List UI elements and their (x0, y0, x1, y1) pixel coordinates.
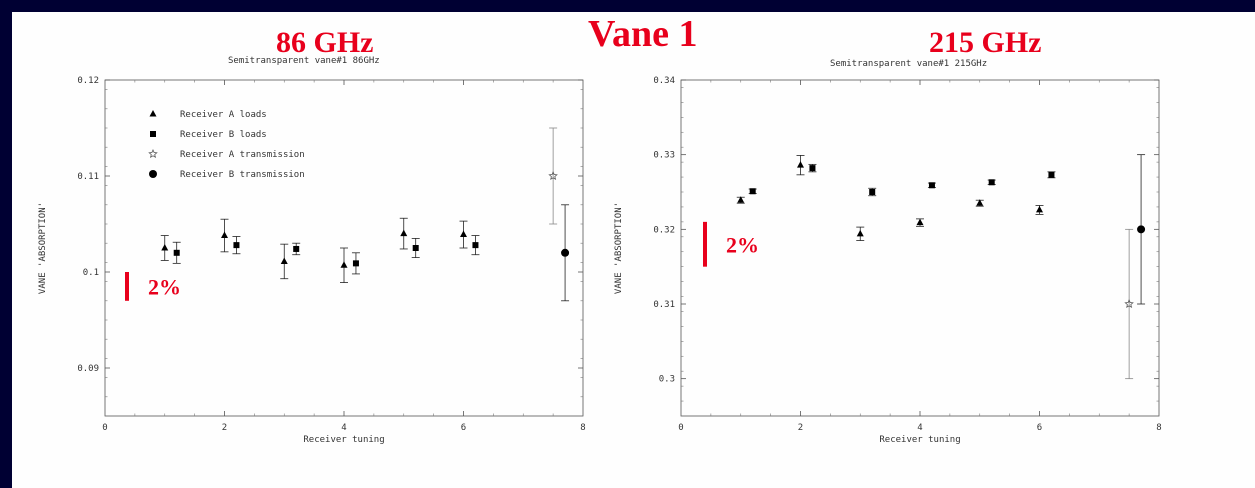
left-chart-heading: 86 GHz (276, 26, 374, 59)
left-y-axis-label: VANE 'ABSORPTION' (38, 202, 48, 294)
left-scale-bar-label: 2% (148, 274, 181, 299)
right-y-tick-label: 0.31 (653, 300, 675, 310)
left-x-tick-label: 8 (580, 423, 585, 433)
right-data-point (1137, 225, 1146, 234)
left-data-point (472, 242, 479, 249)
left-data-point (161, 244, 169, 251)
left-chart-title: Semitransparent vane#1 86GHz (228, 56, 380, 66)
left-data-point (340, 261, 348, 268)
right-scale-bar-label: 2% (726, 232, 759, 257)
left-data-point (233, 242, 240, 249)
left-data-point (293, 245, 300, 252)
left-data-point (221, 231, 228, 239)
right-data-point (797, 161, 804, 168)
right-data-point (988, 179, 995, 186)
left-x-axis-label: Receiver tuning (303, 435, 384, 445)
right-chart-heading: 215 GHz (929, 26, 1042, 59)
left-legend-marker (149, 170, 157, 178)
right-data-point (1124, 298, 1134, 309)
left-legend-label: Receiver A transmission (180, 150, 305, 160)
left-legend-label: Receiver A loads (180, 110, 267, 120)
right-data-point (869, 189, 876, 195)
main-title: Vane 1 (588, 13, 698, 55)
left-x-tick-label: 6 (461, 423, 466, 433)
right-data-point (1036, 205, 1043, 213)
right-x-tick-label: 4 (917, 423, 922, 433)
right-x-tick-label: 6 (1037, 423, 1042, 433)
right-x-tick-label: 0 (678, 423, 683, 433)
left-y-tick-label: 0.1 (83, 268, 99, 278)
right-y-tick-label: 0.32 (653, 225, 675, 235)
right-data-point (916, 218, 924, 226)
left-data-point (412, 245, 419, 251)
right-y-tick-label: 0.3 (659, 375, 675, 385)
right-x-tick-label: 2 (798, 423, 803, 433)
left-data-point (548, 170, 558, 181)
left-legend-marker (150, 131, 156, 137)
right-data-point (976, 199, 984, 206)
left-legend-label: Receiver B transmission (180, 170, 305, 180)
left-y-tick-label: 0.12 (77, 76, 99, 86)
left-y-tick-label: 0.09 (77, 364, 99, 374)
right-data-point (928, 182, 935, 189)
left-x-tick-label: 2 (222, 423, 227, 433)
left-legend-marker (148, 149, 158, 159)
right-data-point (856, 229, 864, 237)
right-scale-bar (703, 221, 707, 267)
figure-panel (12, 12, 1255, 488)
right-data-point (1048, 171, 1055, 178)
right-chart-title: Semitransparent vane#1 215GHz (830, 59, 988, 69)
left-data-point (460, 230, 467, 238)
left-scale-bar (125, 272, 129, 301)
left-y-tick-label: 0.11 (77, 172, 99, 182)
right-data-point (809, 165, 816, 172)
right-y-tick-label: 0.33 (653, 151, 675, 161)
left-data-point (280, 257, 288, 264)
left-legend-marker (149, 110, 157, 117)
left-data-point (173, 249, 180, 256)
right-x-axis-label: Receiver tuning (879, 435, 960, 445)
right-y-tick-label: 0.34 (653, 76, 675, 86)
left-data-point (352, 260, 359, 267)
left-x-tick-label: 0 (102, 423, 107, 433)
right-data-point (749, 188, 756, 195)
right-data-point (737, 196, 745, 203)
right-y-axis-label: VANE 'ABSORPTION' (614, 202, 624, 294)
left-data-point (561, 248, 570, 257)
left-legend-label: Receiver B loads (180, 130, 267, 140)
left-data-point (400, 229, 408, 237)
left-x-tick-label: 4 (341, 423, 346, 433)
right-x-tick-label: 8 (1156, 423, 1161, 433)
